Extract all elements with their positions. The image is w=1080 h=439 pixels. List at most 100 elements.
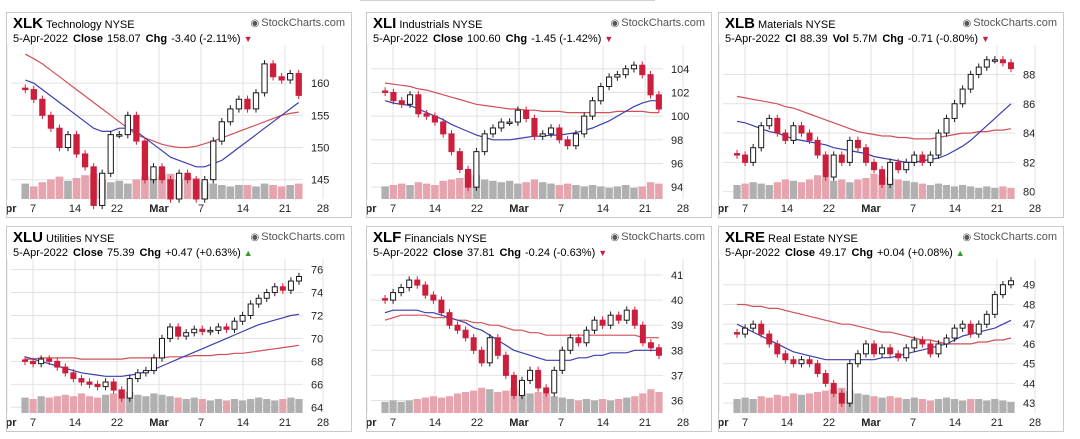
chart-panel-xlre[interactable]: XLRE Real Estate NYSE ◉ StockCharts.com 5-Apr… [718, 226, 1064, 432]
candlestick [126, 374, 133, 402]
volume-bar [1007, 187, 1015, 199]
x-tick-label: Mar [509, 417, 529, 429]
y-tick-label: 84 [1023, 128, 1035, 140]
volume-bar [539, 182, 547, 199]
quote-line: 5-Apr-2022 Close 100.60 Chg -1.45 (-1.42%) ▼ [373, 33, 613, 45]
candlestick [822, 369, 829, 388]
candlestick [382, 87, 389, 97]
candlestick [438, 296, 445, 317]
quote-date: 5-Apr-2022 [13, 247, 69, 259]
candlestick [983, 56, 990, 71]
volume-bar [813, 175, 822, 199]
candlestick [261, 60, 268, 97]
volume-bar [773, 394, 781, 413]
volume-bar [733, 185, 741, 199]
volume-bar [381, 401, 389, 413]
x-tick-label: 28 [1029, 417, 1041, 429]
candlestick [279, 283, 286, 294]
volume-bar [123, 183, 132, 199]
x-tick-label: Apr [719, 203, 729, 215]
candlestick [951, 100, 958, 123]
chart-panel-xlb[interactable]: XLB Materials NYSE ◉ StockCharts.com 5-Apr-20… [718, 12, 1064, 218]
volume-bar [397, 401, 405, 413]
volume-bar [773, 182, 781, 199]
candlestick [415, 91, 422, 118]
candlestick [175, 169, 183, 203]
volume-bar [279, 399, 287, 413]
volume-bar [277, 186, 286, 199]
volume-bar [134, 394, 142, 413]
stockcharts-watermark: ◉ StockCharts.com [963, 231, 1057, 243]
x-tick-label: 7 [390, 203, 396, 215]
stockcharts-logo-icon: ◉ [610, 18, 620, 29]
y-tick-label: 68 [311, 356, 323, 368]
x-tick-label: 14 [949, 203, 961, 215]
candlestick [446, 308, 453, 329]
candlestick [510, 371, 517, 400]
candlestick [78, 374, 85, 386]
ticker-symbol: XLK [13, 15, 43, 32]
moving-average-short [736, 319, 1012, 361]
x-tick-label: 28 [317, 203, 329, 215]
volume-bar [918, 183, 926, 199]
candlestick [911, 151, 918, 167]
stockcharts-logo-icon: ◉ [250, 18, 260, 29]
candlestick [448, 130, 455, 156]
volume-bar [822, 178, 830, 199]
chart-panel-xli[interactable]: XLI Industrials NYSE ◉ StockCharts.com 5-Apr-… [366, 12, 712, 218]
volume-bar [999, 400, 1007, 413]
candlestick [486, 334, 493, 367]
candlestick [382, 294, 389, 304]
volume-bar [942, 185, 951, 199]
volume-bar [991, 187, 999, 199]
moving-average-long [25, 53, 299, 149]
volume-bar [526, 393, 534, 413]
x-tick-label: 14 [781, 203, 793, 215]
candlestick [414, 276, 421, 289]
candlestick [967, 70, 974, 93]
volume-bar [983, 186, 991, 199]
y-tick-label: 40 [671, 295, 683, 307]
stockcharts-logo-icon: ◉ [250, 232, 260, 243]
candlestick [244, 95, 251, 113]
volume-bar [260, 183, 269, 199]
x-tick-label: Apr [367, 417, 377, 429]
candlestick [782, 129, 789, 145]
close-value: 100.60 [467, 33, 501, 45]
candlestick [606, 73, 613, 91]
chart-panel-xlu[interactable]: XLU Utilities NYSE ◉ StockCharts.com 5-Apr-20… [6, 226, 352, 432]
candlestick [774, 340, 781, 358]
candlestick [81, 150, 89, 171]
y-tick-label: 48 [1023, 299, 1035, 311]
candlestick [116, 130, 123, 139]
volume-bar [630, 187, 638, 199]
change-value: +0.04 (+0.08%) [876, 247, 953, 259]
chart-panel-xlk[interactable]: XLK Technology NYSE ◉ StockCharts.com 5-Apr-2… [6, 12, 352, 218]
volume-bar [61, 394, 69, 413]
volume-bar [749, 399, 757, 413]
candlestick [167, 175, 174, 203]
y-tick-label: 45 [1023, 359, 1035, 371]
volume-bar [894, 179, 902, 199]
candlestick [287, 277, 294, 294]
change-label: Chg [499, 247, 521, 259]
close-label: Close [785, 247, 816, 259]
candlestick [440, 118, 447, 138]
volume-bar [646, 182, 655, 199]
candlestick [235, 95, 243, 113]
x-tick-label: 7 [910, 203, 916, 215]
chart-panel-xlf[interactable]: XLF Financials NYSE ◉ StockCharts.com 5-Apr-2… [366, 226, 712, 432]
panel-title: XLU Utilities NYSE [13, 229, 114, 246]
volume-bar [765, 397, 773, 413]
candlestick [798, 356, 805, 368]
candlestick [567, 334, 574, 354]
price-chart: 80 82 84 86 88 7 14 22 Mar 7 14 21 28 Apr [719, 45, 1041, 215]
candlestick [782, 350, 789, 364]
triangle-up-icon: ▲ [243, 248, 253, 258]
y-tick-label: 70 [311, 333, 323, 345]
volume-bar [486, 389, 494, 413]
candlestick [519, 376, 525, 400]
volume-bar [381, 186, 389, 199]
candlestick [599, 316, 606, 329]
volume-bar [198, 399, 206, 413]
